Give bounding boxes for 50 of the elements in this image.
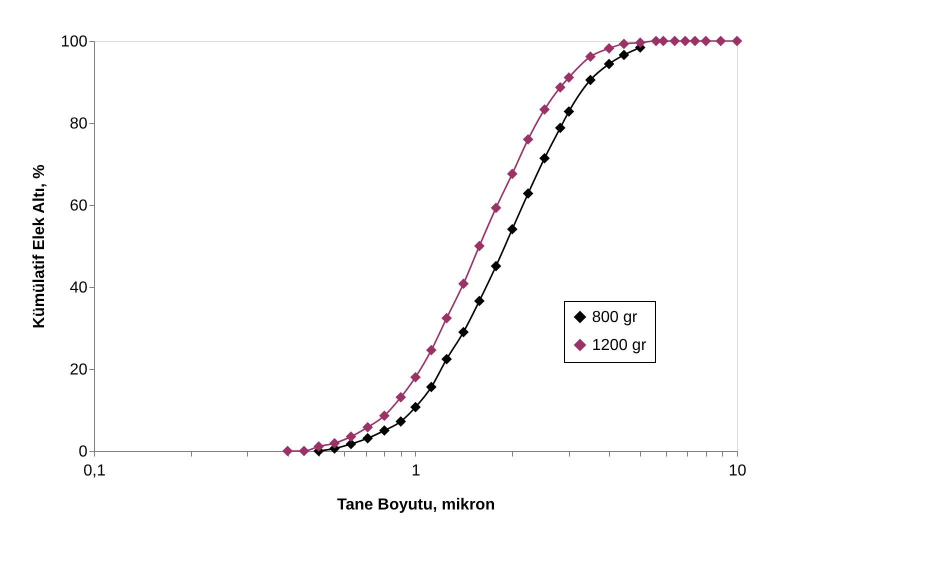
point <box>426 344 437 356</box>
x-tick-label: 0,1 <box>83 462 106 480</box>
point <box>441 312 452 324</box>
legend-label: 1200 gr <box>592 337 647 354</box>
point <box>346 438 356 450</box>
point <box>441 354 452 364</box>
point <box>474 240 485 252</box>
point <box>379 425 390 436</box>
y-tick-label: 100 <box>60 34 88 50</box>
x-tick-label: 1 <box>412 462 421 480</box>
point <box>426 382 437 392</box>
y-tick-label: 0 <box>78 444 88 460</box>
point <box>618 38 630 50</box>
point <box>555 122 566 134</box>
point <box>379 410 390 421</box>
point <box>313 441 324 452</box>
point <box>362 433 373 444</box>
point <box>346 431 356 442</box>
legend-label: 800 gr <box>592 309 638 326</box>
point <box>410 372 421 382</box>
point <box>282 446 293 456</box>
x-axis-title: Tane Boyutu, mikron <box>337 496 495 514</box>
x-tick-label: 10 <box>728 462 746 480</box>
point <box>490 202 502 214</box>
point <box>396 416 406 427</box>
point <box>634 37 646 48</box>
point <box>410 402 421 412</box>
y-tick-label: 40 <box>70 280 88 296</box>
point <box>458 326 469 338</box>
point <box>555 82 566 93</box>
point <box>618 50 630 60</box>
point <box>362 422 373 432</box>
point <box>458 278 469 289</box>
point <box>329 438 340 448</box>
point <box>604 43 614 54</box>
point <box>604 58 614 70</box>
point <box>522 188 534 199</box>
point <box>490 260 502 272</box>
y-axis-title: Kümülatif Elek Altı, % <box>30 164 48 328</box>
point <box>507 168 518 180</box>
y-tick-label: 60 <box>70 198 88 214</box>
point <box>539 104 550 115</box>
point <box>298 446 310 456</box>
point <box>396 392 406 403</box>
point <box>522 134 534 145</box>
y-tick-label: 20 <box>70 362 88 378</box>
point <box>539 153 550 164</box>
point <box>507 224 518 234</box>
point <box>474 296 485 306</box>
y-tick-label: 80 <box>70 116 88 132</box>
